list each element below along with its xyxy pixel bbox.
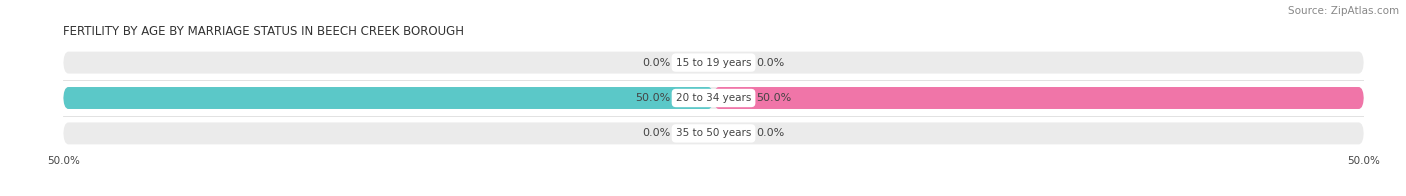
- Text: 0.0%: 0.0%: [756, 128, 785, 138]
- Text: 0.0%: 0.0%: [643, 58, 671, 68]
- FancyBboxPatch shape: [713, 55, 747, 71]
- Legend: Married, Unmarried: Married, Unmarried: [641, 192, 786, 196]
- FancyBboxPatch shape: [63, 122, 1364, 144]
- Text: 50.0%: 50.0%: [756, 93, 792, 103]
- FancyBboxPatch shape: [63, 87, 713, 109]
- FancyBboxPatch shape: [63, 52, 1364, 74]
- Text: 0.0%: 0.0%: [643, 128, 671, 138]
- FancyBboxPatch shape: [713, 125, 747, 141]
- FancyBboxPatch shape: [713, 87, 1364, 109]
- FancyBboxPatch shape: [681, 55, 713, 71]
- Text: 0.0%: 0.0%: [756, 58, 785, 68]
- Text: 35 to 50 years: 35 to 50 years: [676, 128, 751, 138]
- FancyBboxPatch shape: [63, 87, 1364, 109]
- Text: 15 to 19 years: 15 to 19 years: [676, 58, 751, 68]
- FancyBboxPatch shape: [713, 90, 747, 106]
- FancyBboxPatch shape: [681, 90, 713, 106]
- Text: FERTILITY BY AGE BY MARRIAGE STATUS IN BEECH CREEK BOROUGH: FERTILITY BY AGE BY MARRIAGE STATUS IN B…: [63, 25, 464, 38]
- Text: 50.0%: 50.0%: [636, 93, 671, 103]
- FancyBboxPatch shape: [681, 125, 713, 141]
- Text: 20 to 34 years: 20 to 34 years: [676, 93, 751, 103]
- Text: Source: ZipAtlas.com: Source: ZipAtlas.com: [1288, 6, 1399, 16]
